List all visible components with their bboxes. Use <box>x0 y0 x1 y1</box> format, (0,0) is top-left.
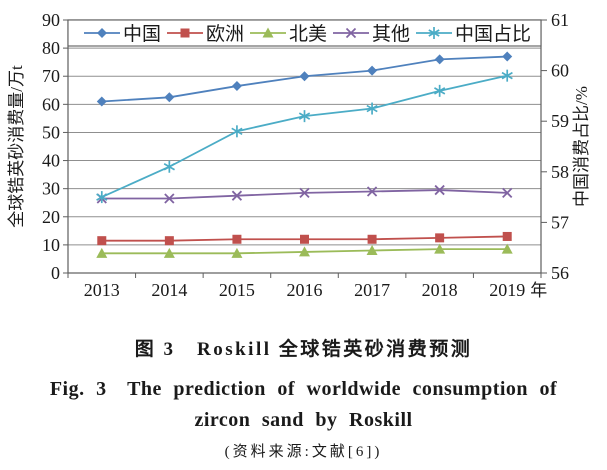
series-4-line <box>96 69 513 204</box>
square-marker <box>435 233 445 243</box>
left-axis-title: 全球锆英砂消费量/万t <box>7 65 26 228</box>
triangle-marker <box>163 247 175 258</box>
x-axis-tick-label: 2016 <box>287 280 323 300</box>
x-axis-tick-label: 2013 <box>84 280 120 300</box>
triangle-marker <box>366 245 378 256</box>
diamond-marker <box>97 28 107 38</box>
x-axis-tick-label: 2017 <box>354 280 390 300</box>
x-marker <box>366 186 378 197</box>
legend-box <box>67 19 542 47</box>
square-marker <box>232 234 242 244</box>
asterisk-marker <box>96 193 108 201</box>
right-axis-tick-label: 57 <box>551 212 569 232</box>
asterisk-marker <box>366 104 378 113</box>
square-marker <box>502 231 512 241</box>
x-marker <box>299 187 310 199</box>
x-axis-unit-label: 年 <box>530 281 547 300</box>
left-axis-tick-label: 60 <box>42 94 60 114</box>
legend-label: 中国占比 <box>455 23 531 45</box>
asterisk-marker <box>298 112 311 120</box>
right-axis-tick-label: 60 <box>551 61 569 81</box>
square-marker <box>367 234 377 244</box>
square-marker <box>164 236 174 246</box>
series-2-line <box>96 243 513 258</box>
triangle-marker <box>96 247 108 258</box>
triangle-marker <box>299 246 310 257</box>
right-axis-tick-label: 61 <box>551 10 569 30</box>
left-axis-tick-label: 30 <box>42 179 60 199</box>
triangle-marker <box>262 27 274 38</box>
square-marker <box>300 234 309 244</box>
figure-caption: 图 3 Roskill 全球锆英砂消费预测 Fig. 3 The predict… <box>0 334 607 461</box>
zircon-consumption-chart: 0 10 20 30 40 50 60 70 80 90 56 57 58 59 60 61 2013 2014 2… <box>7 10 591 300</box>
x-marker <box>345 27 357 39</box>
right-axis-tick-label: 59 <box>551 111 569 131</box>
left-axis-tick-label: 90 <box>42 10 60 30</box>
left-axis-tick-label: 10 <box>42 235 60 255</box>
x-marker <box>502 187 513 199</box>
right-axis-tick-label: 56 <box>551 263 569 283</box>
legend-label: 欧洲 <box>206 23 244 45</box>
left-axis-tick-label: 80 <box>42 38 60 58</box>
diamond-marker <box>164 92 175 103</box>
asterisk-marker <box>231 127 243 136</box>
diamond-marker <box>502 51 513 62</box>
figure-source: (资料来源:文献[6]) <box>224 444 383 460</box>
x-marker <box>231 190 243 201</box>
x-axis-tick-label: 2019 <box>489 280 525 300</box>
left-axis-tick-label: 20 <box>42 207 60 227</box>
figure-caption-en-line2: zircon sand by Roskill <box>194 409 413 431</box>
square-marker <box>180 28 190 38</box>
x-axis-tick-label: 2014 <box>151 280 187 300</box>
triangle-marker <box>501 243 513 254</box>
left-axis-tick-label: 70 <box>42 66 60 86</box>
diamond-marker <box>96 96 107 107</box>
left-axis-tick-label: 50 <box>42 122 60 142</box>
asterisk-marker <box>163 163 175 171</box>
diamond-marker <box>434 54 445 65</box>
x-axis-tick-label: 2018 <box>422 280 458 300</box>
square-marker <box>97 236 107 246</box>
figure-caption-en-line1: Fig. 3 The prediction of worldwide consu… <box>49 378 558 400</box>
legend-label: 其他 <box>372 23 410 45</box>
x-axis-tick-label: 2015 <box>219 280 255 300</box>
left-axis-tick-label: 40 <box>42 151 60 171</box>
legend-label: 中国 <box>123 23 161 45</box>
legend: 中国 欧洲 北美 其他 中国占比 <box>67 19 542 47</box>
asterisk-marker <box>434 87 446 95</box>
diamond-marker <box>299 71 310 82</box>
legend-label: 北美 <box>289 23 327 45</box>
right-axis-title: 中国消费占比/% <box>572 86 591 207</box>
x-marker <box>164 193 175 204</box>
series-0-line <box>96 51 513 107</box>
triangle-marker <box>434 243 446 254</box>
asterisk-marker <box>501 71 513 80</box>
figure-caption-zh: 图 3 Roskill 全球锆英砂消费预测 <box>134 339 473 360</box>
left-axis-tick-label: 0 <box>51 263 60 283</box>
asterisk-marker <box>428 29 440 37</box>
series-1-line <box>97 231 512 246</box>
x-marker <box>434 184 445 196</box>
diamond-marker <box>231 81 242 92</box>
diamond-marker <box>367 65 378 76</box>
right-axis-tick-label: 58 <box>551 162 569 182</box>
series-3-line <box>96 184 513 204</box>
triangle-marker <box>231 247 243 258</box>
